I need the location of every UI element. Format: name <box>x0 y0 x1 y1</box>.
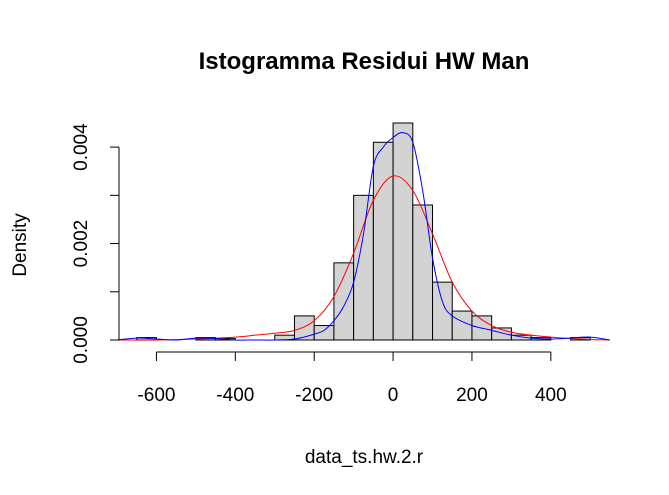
x-tick-label: 400 <box>535 385 567 406</box>
kernel-density-curve <box>116 132 611 341</box>
y-tick-label: 0.004 <box>71 123 92 171</box>
x-tick-label: 200 <box>456 385 488 406</box>
x-tick-label: 0 <box>388 385 399 406</box>
x-axis-label: data_ts.hw.2.r <box>305 447 424 468</box>
histogram-bar <box>333 262 355 341</box>
histogram-bar <box>451 310 473 341</box>
histogram-bar <box>432 281 453 341</box>
x-tick-label: -400 <box>216 385 254 406</box>
histogram-bars <box>136 122 591 341</box>
histogram-bar <box>372 141 394 341</box>
x-tick-label: -200 <box>295 385 333 406</box>
x-tick-label: -600 <box>137 385 175 406</box>
histogram-bar <box>313 325 335 341</box>
y-axis-label: Density <box>10 213 31 277</box>
histogram-bar <box>353 194 374 341</box>
y-tick-label: 0.000 <box>71 316 92 364</box>
density-curves <box>116 132 611 341</box>
y-tick-label: 0.002 <box>71 220 92 268</box>
histogram-bar <box>293 315 315 341</box>
y-axis: 0.000 0.002 0.004 <box>71 123 120 364</box>
histogram-bar <box>392 122 414 341</box>
chart-title: Istogramma Residui HW Man <box>199 48 530 75</box>
x-axis: -600 -400 -200 0 200 400 <box>137 351 567 406</box>
normal-density-curve <box>116 175 611 341</box>
histogram-bar <box>412 204 434 341</box>
